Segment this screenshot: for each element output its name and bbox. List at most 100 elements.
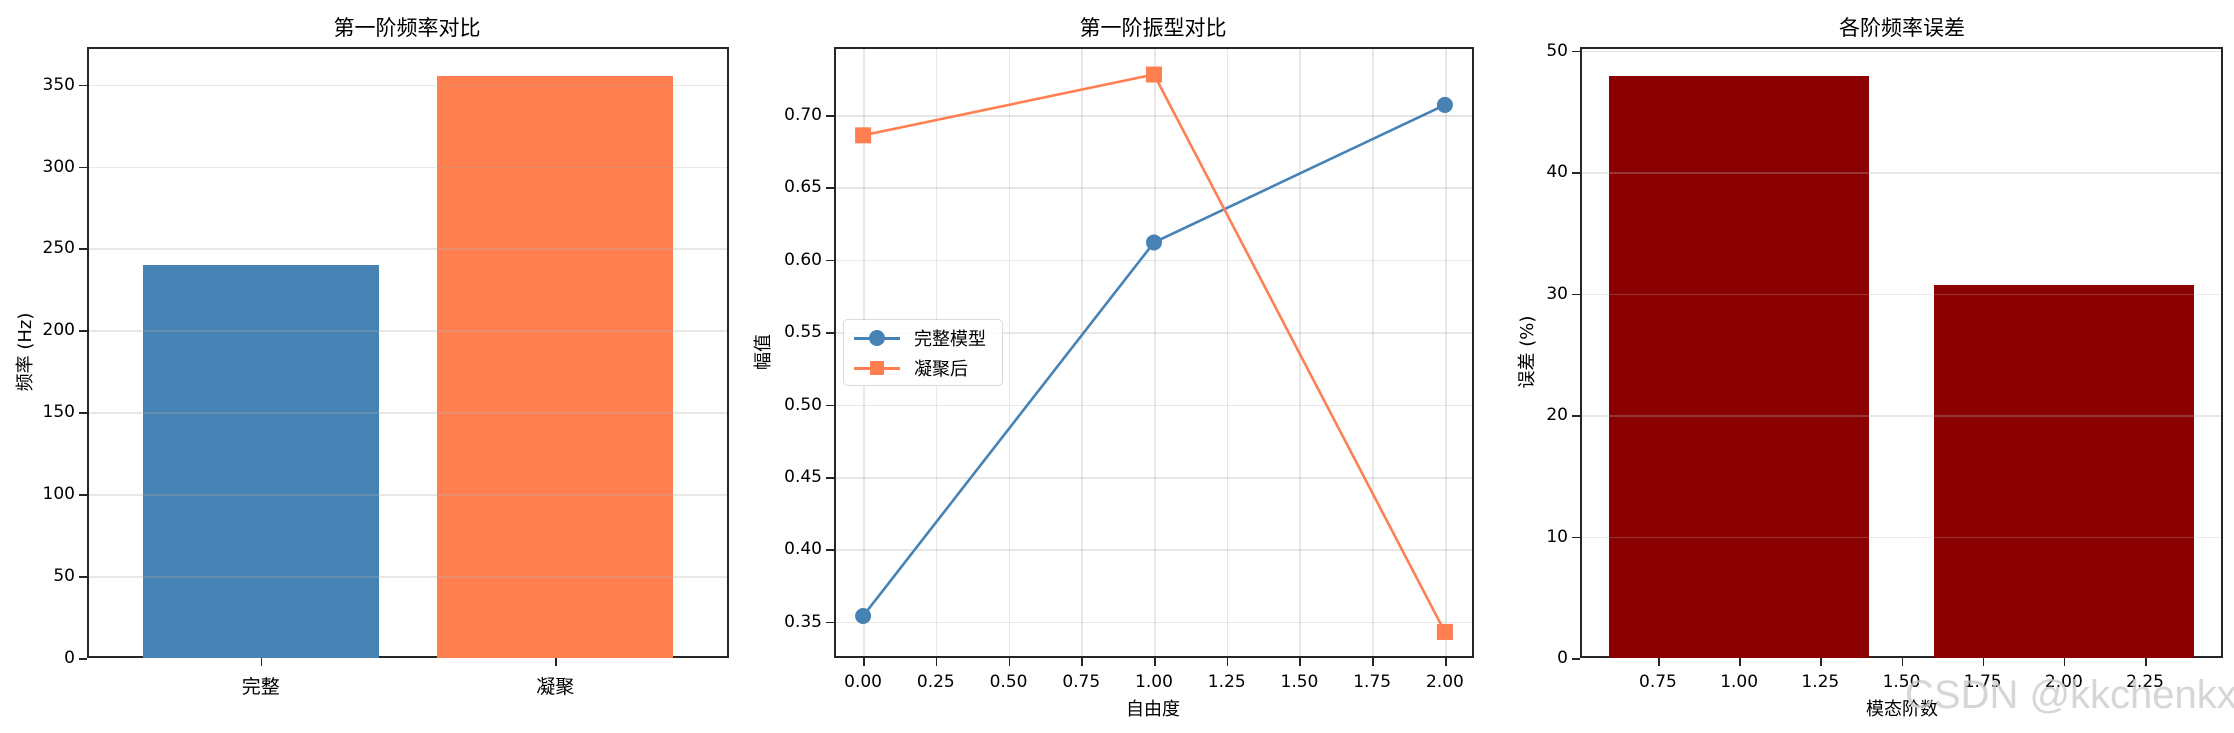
y-tick-label: 0.40	[784, 539, 822, 560]
gridline	[836, 621, 1472, 624]
gridline	[836, 404, 1472, 407]
x-tick-label: 1.25	[1207, 672, 1246, 692]
x-tick	[555, 658, 557, 666]
x-tick	[1982, 658, 1985, 666]
y-tick	[826, 477, 834, 479]
x-tick	[1008, 658, 1011, 666]
y-tick-label: 0	[64, 648, 75, 668]
square-marker-icon	[1146, 66, 1162, 83]
x-tick-label: 2.00	[1425, 672, 1464, 692]
y-tick	[79, 248, 87, 251]
y-tick	[79, 412, 87, 414]
gridline	[1444, 49, 1447, 656]
y-tick	[79, 330, 87, 332]
bar	[1933, 285, 2194, 658]
x-tick-label: 完整	[241, 676, 280, 698]
circle-marker-icon	[854, 326, 900, 350]
legend-label: 凝聚后	[914, 359, 968, 380]
gridline	[1582, 293, 2221, 296]
legend-item-condensed: 凝聚后	[854, 356, 968, 380]
legend-item-full-model: 完整模型	[854, 326, 986, 350]
gridline	[1582, 415, 2221, 417]
y-tick-label: 0.55	[784, 322, 822, 343]
x-tick-label: 2.25	[2126, 672, 2164, 692]
x-tick	[1081, 658, 1083, 666]
y-tick	[1572, 536, 1580, 539]
bar	[437, 76, 674, 658]
x-axis-title: 模态阶数	[1866, 699, 1938, 720]
x-tick	[1226, 658, 1229, 666]
bar	[142, 264, 379, 658]
y-tick	[1572, 293, 1580, 296]
gridline	[89, 84, 727, 87]
x-tick-label: 1.50	[1280, 672, 1319, 692]
gridline	[1582, 50, 2221, 53]
gridline	[89, 330, 727, 332]
gridline	[836, 477, 1472, 479]
y-tick-label: 0	[1557, 648, 1568, 668]
y-tick	[79, 166, 87, 169]
y-tick-label: 10	[1546, 526, 1568, 547]
y-tick	[826, 404, 834, 407]
y-tick	[79, 576, 87, 578]
x-tick-label: 0.50	[989, 672, 1028, 692]
y-tick-label: 50	[1546, 40, 1568, 61]
gridline	[89, 494, 727, 496]
y-tick-label: 30	[1546, 283, 1568, 304]
y-tick	[1572, 658, 1580, 660]
x-tick-label: 0.75	[1062, 672, 1101, 692]
y-tick-label: 50	[53, 566, 75, 587]
x-tick	[1372, 658, 1374, 666]
y-tick	[79, 84, 87, 87]
y-tick-label: 40	[1546, 162, 1568, 183]
y-tick-label: 300	[42, 156, 75, 177]
gridline	[836, 259, 1472, 262]
gridline	[1582, 172, 2221, 174]
gridline	[1226, 49, 1229, 656]
y-tick-label: 20	[1546, 405, 1568, 426]
gridline	[89, 576, 727, 578]
y-tick	[1572, 172, 1580, 174]
y-tick-label: 350	[42, 74, 75, 95]
x-tick-label: 1.50	[1882, 672, 1921, 692]
x-tick	[1154, 658, 1156, 666]
square-marker-icon	[854, 356, 900, 380]
x-tick	[1820, 658, 1822, 666]
circle-marker-icon	[855, 608, 872, 625]
y-tick-label: 0.70	[784, 105, 822, 126]
x-tick-label: 0.00	[844, 672, 883, 692]
x-tick	[2145, 658, 2147, 666]
x-tick	[1901, 658, 1904, 666]
gridline	[836, 332, 1472, 334]
watermark: CSDN @kkchenkx	[1905, 673, 2234, 717]
y-tick-label: 0.60	[784, 249, 822, 270]
circle-marker-icon	[1436, 96, 1453, 113]
gridline	[89, 248, 727, 251]
x-tick-label: 1.25	[1801, 672, 1840, 692]
x-tick-label: 2.00	[2044, 672, 2083, 692]
circle-marker-icon	[1146, 234, 1162, 251]
y-tick	[826, 259, 834, 262]
gridline	[836, 115, 1472, 117]
y-tick-label: 150	[42, 402, 75, 423]
y-tick	[79, 494, 87, 496]
x-tick	[1444, 658, 1447, 666]
chart-title: 各阶频率误差	[1839, 16, 1965, 40]
legend: 完整模型 凝聚后	[843, 319, 1003, 386]
gridline	[89, 166, 727, 169]
x-tick	[1657, 658, 1660, 666]
y-tick	[826, 549, 834, 551]
gridline	[1008, 49, 1011, 656]
y-tick	[826, 115, 834, 117]
y-tick	[826, 332, 834, 334]
gridline	[1081, 49, 1083, 656]
x-tick	[1739, 658, 1741, 666]
x-tick	[863, 658, 865, 666]
y-tick-label: 0.35	[784, 611, 822, 632]
y-tick	[1572, 415, 1580, 417]
x-tick	[260, 658, 263, 666]
bar	[1609, 76, 1870, 658]
chart-title: 第一阶振型对比	[1079, 16, 1227, 40]
gridline	[836, 187, 1472, 190]
